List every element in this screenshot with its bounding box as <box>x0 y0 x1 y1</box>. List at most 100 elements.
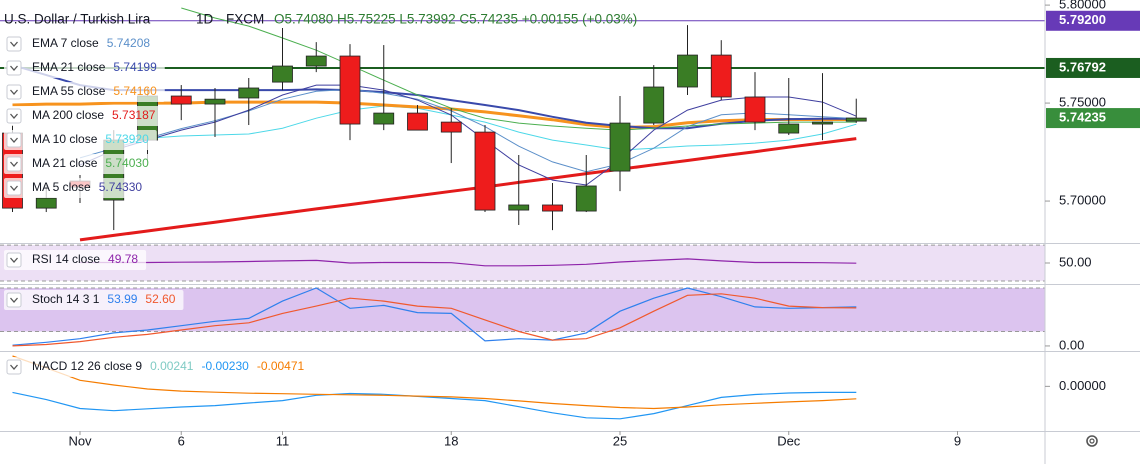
candle-body <box>440 121 462 133</box>
legend-label: MACD 12 26 close 9 <box>32 359 142 373</box>
legend-bg <box>4 154 157 174</box>
legend-bg <box>4 34 159 54</box>
band <box>0 245 1045 281</box>
legend-row: MA 21 close 5.74030 <box>4 154 157 174</box>
legend-value: 5.73187 <box>112 108 156 122</box>
legend-bg <box>4 290 184 310</box>
candle-body <box>305 55 327 67</box>
candle-body <box>542 204 563 212</box>
legend-toggle <box>6 36 22 52</box>
y-tick-label: 50.00 <box>1059 254 1092 269</box>
candle-body <box>170 95 192 105</box>
candle-body <box>339 55 361 125</box>
legend-value: 5.74208 <box>107 36 151 50</box>
y-tick-label: 5.80000 <box>1059 0 1106 12</box>
legend-bg <box>4 178 151 198</box>
legend-toggle <box>6 60 22 76</box>
legend-value: 53.99 <box>107 292 137 306</box>
legend-value: 5.74030 <box>105 156 149 170</box>
legend-value: 5.74199 <box>113 60 157 74</box>
chevron <box>10 113 18 119</box>
candle-body <box>373 112 395 125</box>
indicator-line <box>79 137 857 242</box>
legend-value: 0.00241 <box>150 359 194 373</box>
x-tick-label: 9 <box>954 433 961 448</box>
indicator-line <box>80 258 857 267</box>
legend-value: 5.73920 <box>105 132 149 146</box>
x-tick-label: Nov <box>68 433 92 448</box>
legend-value: -0.00471 <box>257 359 305 373</box>
settings-icon[interactable] <box>1086 435 1098 447</box>
candle-body <box>744 96 766 123</box>
legend-toggle <box>6 359 22 375</box>
legend-toggle <box>6 252 22 268</box>
legend-label: RSI 14 close <box>32 252 100 266</box>
x-tick-label: 25 <box>613 433 627 448</box>
legend-row: Stoch 14 3 1 53.99 52.60 <box>4 290 184 310</box>
chevron <box>10 137 18 143</box>
legend-row: EMA 7 close 5.74208 <box>4 34 159 54</box>
indicator-line <box>12 293 857 347</box>
candle-body <box>575 185 597 212</box>
chevron <box>10 65 18 71</box>
legend-value: 5.74160 <box>113 84 157 98</box>
legend-label: Stoch 14 3 1 <box>32 292 100 306</box>
legend-bg <box>4 82 165 102</box>
x-tick-label: Dec <box>777 433 801 448</box>
legend-row: MA 200 close 5.73187 <box>4 106 164 126</box>
price-label-box <box>1046 10 1140 31</box>
legend-toggle <box>6 84 22 100</box>
legend-label: MA 10 close <box>32 132 98 146</box>
y-tick-label: 0.00 <box>1059 337 1084 352</box>
legend-row: MACD 12 26 close 9 0.00241 -0.00230 -0.0047… <box>4 357 313 377</box>
indicator-line <box>113 105 857 151</box>
legend-value: 5.74330 <box>99 180 143 194</box>
chevron <box>10 89 18 95</box>
legend-value: -0.00230 <box>201 359 249 373</box>
candle-body <box>272 65 293 83</box>
legend-bg <box>4 357 313 377</box>
legend-row: EMA 55 close 5.74160 <box>4 82 165 102</box>
legend-row: MA 5 close 5.74330 <box>4 178 151 198</box>
legend-toggle <box>6 156 22 172</box>
chevron <box>10 161 18 167</box>
legend-bg <box>4 250 147 270</box>
price-label: 5.79200 <box>1059 12 1106 27</box>
legend-toggle <box>6 180 22 196</box>
legend-label: EMA 55 close <box>32 84 106 98</box>
candle-body <box>643 86 665 124</box>
indicator-line <box>79 84 857 186</box>
indicator-line <box>12 355 857 410</box>
chevron <box>10 257 18 263</box>
legend-toggle <box>6 108 22 124</box>
chevron <box>10 41 18 47</box>
symbol: U.S. Dollar / Turkish Lira <box>4 12 151 27</box>
candle-body <box>677 54 698 88</box>
chevron <box>10 185 18 191</box>
indicator-line <box>12 391 857 420</box>
legend-value: 49.78 <box>108 252 138 266</box>
legend-value: 52.60 <box>145 292 175 306</box>
indicator-line <box>79 88 857 173</box>
y-tick-label: 5.70000 <box>1059 193 1106 208</box>
candle-body <box>35 197 57 209</box>
candle-body <box>508 204 530 211</box>
legend-label: MA 21 close <box>32 156 98 170</box>
candle-body <box>812 121 833 125</box>
chevron <box>10 297 18 303</box>
price-label: 5.74235 <box>1059 110 1106 125</box>
price-label: 5.76792 <box>1059 59 1106 74</box>
legend-bg <box>4 130 157 150</box>
candle-body <box>474 131 496 211</box>
candle-body <box>710 54 732 98</box>
legend-row: EMA 21 close 5.74199 <box>4 58 165 78</box>
indicator-line <box>12 287 857 346</box>
legend-row: RSI 14 close 49.78 <box>4 250 147 270</box>
candle-body <box>407 112 428 131</box>
indicator-line <box>181 7 857 131</box>
x-tick-label: 11 <box>276 433 290 448</box>
price-label-box <box>1046 57 1140 78</box>
legend-label: MA 5 close <box>32 180 91 194</box>
